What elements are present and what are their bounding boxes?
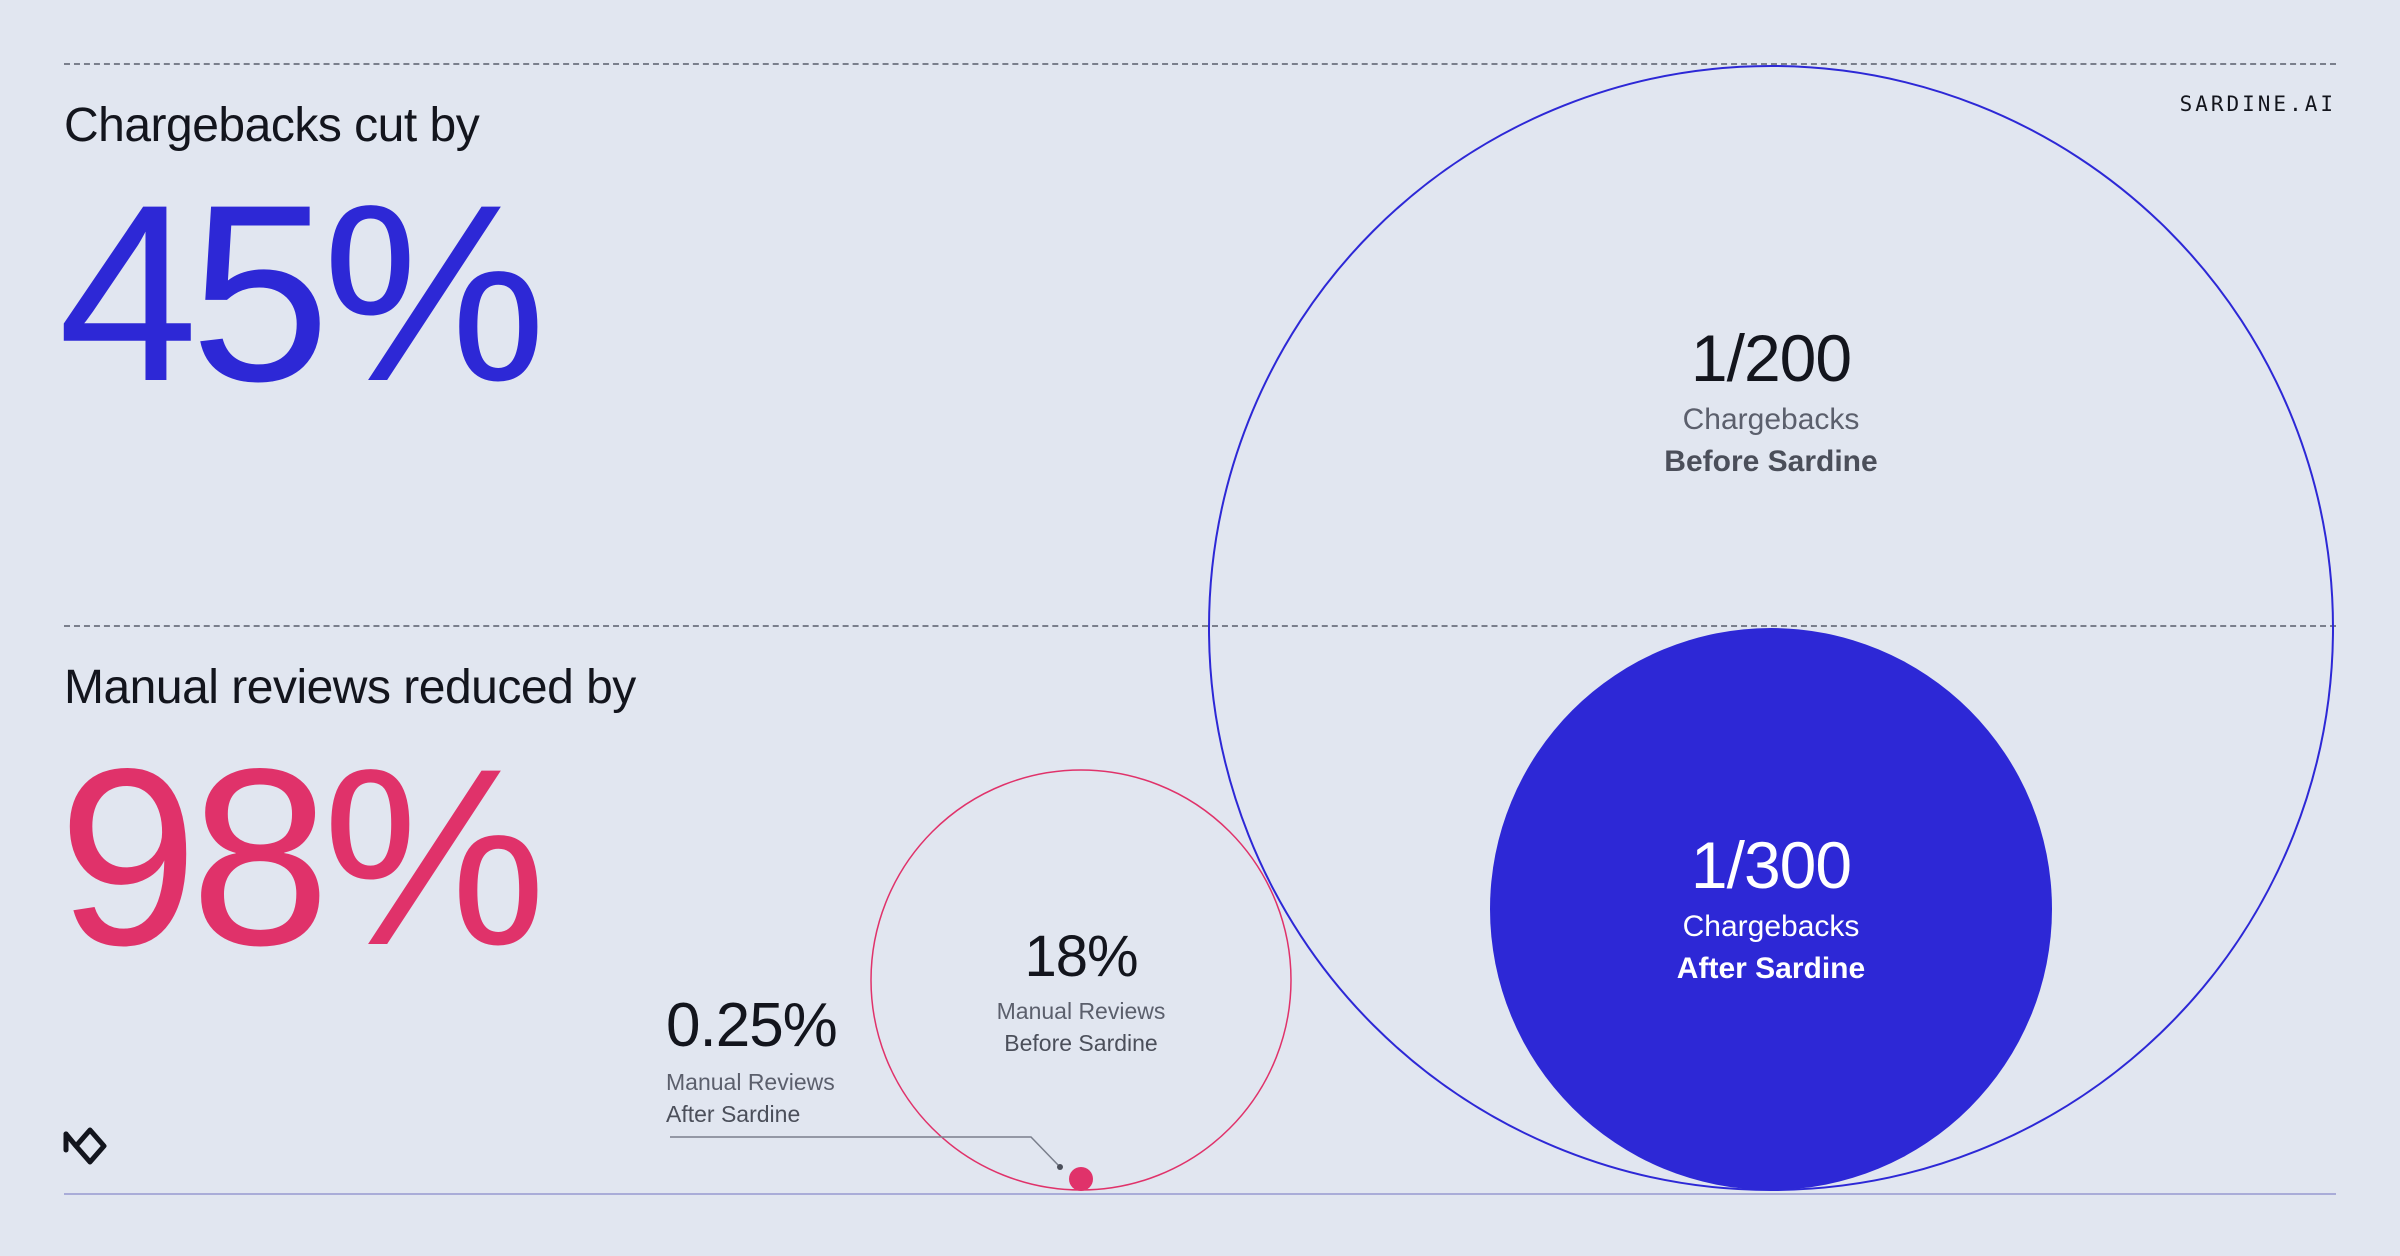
reviews-heading: Manual reviews reduced by (64, 661, 636, 714)
label-chargebacks-before: 1/200 Chargebacks Before Sardine (1664, 322, 1877, 483)
series-label: Manual Reviews (666, 1069, 835, 1096)
value-label: 1/300 (1690, 828, 1852, 902)
series-sublabel: Before Sardine (1664, 444, 1878, 478)
sardine-logo-icon (63, 1127, 107, 1165)
top-divider (64, 63, 2336, 65)
series-sublabel: After Sardine (1676, 951, 1866, 985)
label-chargebacks-after: 1/300 Chargebacks After Sardine (1677, 829, 1865, 990)
chargebacks-big-value: 45% (58, 153, 546, 434)
label-reviews-after: 0.25% Manual Reviews After Sardine (666, 991, 838, 1131)
value-label: 18% (1024, 924, 1138, 989)
chargebacks-heading: Chargebacks cut by (64, 99, 480, 152)
series-label: Chargebacks (1682, 909, 1860, 943)
leader-line-dot (1057, 1164, 1063, 1170)
brand-wordmark: SARDINE.AI (2179, 92, 2336, 116)
chart-baseline (64, 1193, 2336, 1195)
series-label: Chargebacks (1682, 402, 1860, 436)
middle-divider (64, 625, 2336, 627)
value-label: 0.25% (666, 991, 838, 1060)
bubble-chargebacks-after (1490, 628, 2052, 1190)
reviews-after-leader-line (670, 1136, 1061, 1168)
series-label: Manual Reviews (996, 997, 1166, 1024)
bubble-reviews-after (1069, 1167, 1093, 1191)
label-reviews-before: 18% Manual Reviews Before Sardine (997, 925, 1166, 1059)
series-sublabel: Before Sardine (1004, 1029, 1158, 1056)
reviews-big-value: 98% (58, 717, 546, 998)
series-sublabel: After Sardine (666, 1101, 801, 1128)
value-label: 1/200 (1690, 321, 1852, 395)
